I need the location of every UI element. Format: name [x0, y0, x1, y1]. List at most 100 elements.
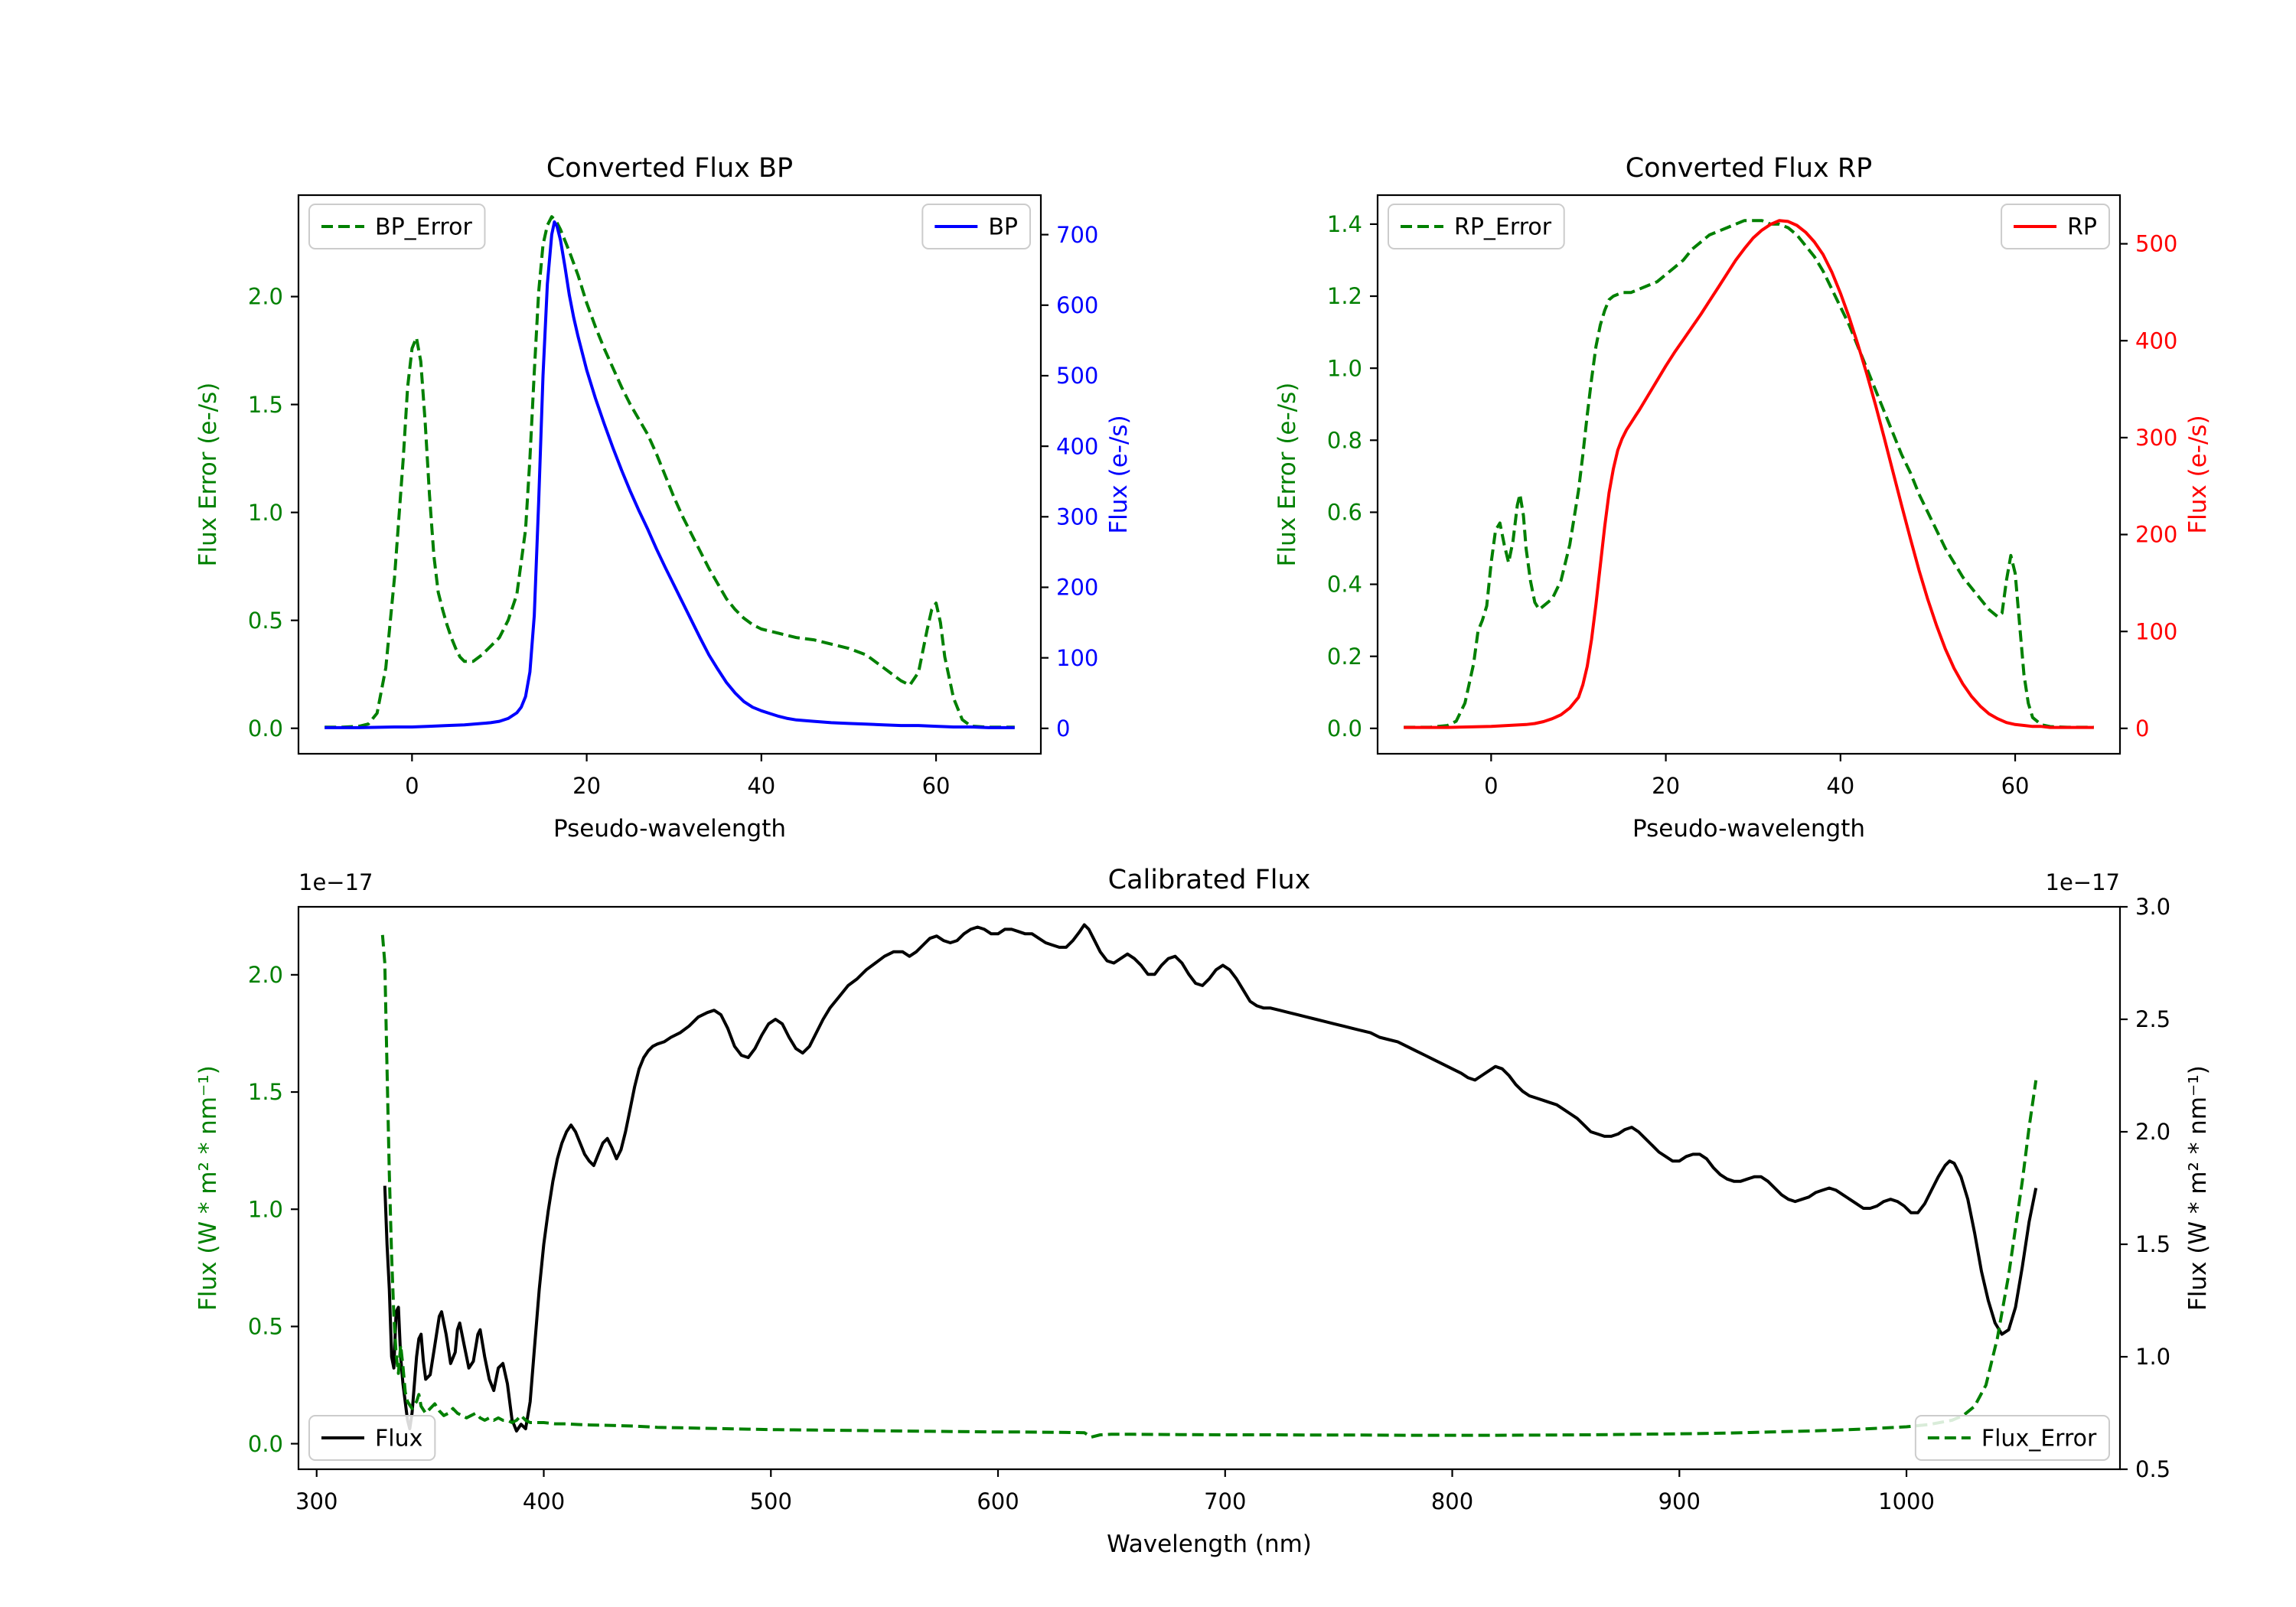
x-tick-label: 300	[295, 1488, 338, 1514]
y-tick-label-left: 1.5	[248, 1079, 283, 1105]
x-tick-label: 20	[572, 773, 601, 799]
legend-RP: RP	[2001, 204, 2110, 249]
y-tick-label-left: 0.0	[1327, 715, 1362, 742]
y-tick-label-left: 1.5	[248, 392, 283, 418]
chart-title: Calibrated Flux	[1108, 865, 1311, 895]
x-tick-label: 0	[405, 773, 419, 799]
y-tick-label-right: 2.0	[2135, 1119, 2170, 1145]
y-axis-label-left: Flux Error (e-/s)	[194, 383, 222, 567]
x-tick-label: 500	[750, 1488, 792, 1514]
legend-RP_Error: RP_Error	[1388, 204, 1565, 249]
axes-frame	[297, 194, 1042, 755]
legend-label: Flux_Error	[1981, 1426, 2097, 1452]
y-axis-label-left: Flux (W * m² * nm⁻¹)	[194, 1065, 222, 1311]
y-tick-label-left: 0.5	[248, 608, 283, 634]
series-line-RP_Error	[1404, 219, 2094, 729]
x-axis-label: Pseudo-wavelength	[1632, 815, 1865, 843]
plot-area	[1404, 219, 2094, 729]
chart-cal: 300 400 500 600 700 800 900 1000 0.0 0.5 1.0 1.5 2.0…	[194, 865, 2212, 1558]
y-tick-label-right: 0.5	[2135, 1456, 2170, 1482]
x-tick-label: 400	[523, 1488, 565, 1514]
chart-rp: 0 20 40 60 0.0 0.2 0.4 0.6 0.8 1.0 1.2 1.4 0 100 200 30…	[1274, 153, 2212, 843]
x-tick-label: 40	[1826, 773, 1854, 799]
y-tick-label-right: 100	[2135, 618, 2177, 644]
chart-title: Converted Flux BP	[546, 153, 793, 184]
y-tick-label-left: 0.5	[248, 1314, 283, 1340]
series-line-BP_Error	[325, 215, 1015, 729]
y-tick-label-left: 0.8	[1327, 427, 1362, 453]
y-tick-label-left: 2.0	[248, 962, 283, 988]
y-axis-label-right: Flux (e-/s)	[2184, 415, 2212, 533]
legend-box	[1914, 1415, 2110, 1461]
y-tick-label-right: 1.5	[2135, 1231, 2170, 1257]
x-tick-label: 600	[977, 1488, 1019, 1514]
series-line-BP	[325, 220, 1015, 729]
y-tick-label-right: 1.0	[2135, 1344, 2170, 1370]
x-tick-label: 40	[747, 773, 775, 799]
y-axis-label-right: Flux (W * m² * nm⁻¹)	[2184, 1065, 2212, 1311]
legend-label: Flux	[375, 1426, 422, 1452]
y-tick-label-right: 600	[1056, 292, 1098, 318]
plot-area	[325, 215, 1015, 729]
legend-box	[1388, 204, 1565, 249]
x-tick-label: 20	[1652, 773, 1680, 799]
y-tick-label-right: 3.0	[2135, 894, 2170, 920]
x-tick-label: 60	[2001, 773, 2030, 799]
plot-area	[380, 923, 2038, 1439]
y-tick-label-left: 1.0	[248, 500, 283, 526]
x-axis-label: Wavelength (nm)	[1107, 1530, 1312, 1558]
y-tick-label-right: 400	[1056, 433, 1098, 459]
series-line-Flux_Error	[380, 934, 2038, 1439]
offset-text-left: 1e−17	[298, 869, 373, 895]
legend-BP_Error: BP_Error	[308, 204, 486, 249]
y-tick-label-left: 0.2	[1327, 644, 1362, 670]
legend-Flux: Flux	[308, 1415, 436, 1461]
legend-label: RP_Error	[1454, 214, 1552, 241]
x-tick-label: 800	[1431, 1488, 1473, 1514]
y-tick-label-right: 700	[1056, 222, 1098, 248]
y-tick-label-right: 400	[2135, 328, 2177, 354]
y-tick-label-left: 2.0	[248, 284, 283, 310]
legend-box	[308, 1415, 436, 1461]
y-tick-label-left: 1.2	[1327, 283, 1362, 309]
axes-frame	[1376, 194, 2122, 755]
chart-bp: 0 20 40 60 0.0 0.5 1.0 1.5 2.0 0 100 200 300 400 500 60…	[194, 153, 1133, 843]
legend-box	[308, 204, 486, 249]
axes-frame	[297, 905, 2122, 1471]
series-line-Flux	[383, 923, 2038, 1433]
y-tick-label-right: 100	[1056, 645, 1098, 671]
legend-Flux_Error: Flux_Error	[1914, 1415, 2110, 1461]
y-tick-label-right: 300	[2135, 425, 2177, 451]
y-tick-label-left: 0.0	[248, 1431, 283, 1457]
x-tick-label: 60	[922, 773, 951, 799]
y-tick-label-right: 0	[2135, 715, 2149, 742]
y-tick-label-right: 2.5	[2135, 1006, 2170, 1032]
y-tick-label-left: 0.6	[1327, 500, 1362, 526]
y-tick-label-right: 500	[2135, 231, 2177, 257]
x-tick-label: 700	[1204, 1488, 1246, 1514]
legend-label: RP	[2067, 214, 2097, 241]
y-tick-label-left: 0.0	[248, 715, 283, 742]
y-tick-label-left: 1.4	[1327, 211, 1362, 237]
x-tick-label: 900	[1658, 1488, 1701, 1514]
y-tick-label-right: 200	[1056, 575, 1098, 601]
y-tick-label-left: 1.0	[1327, 355, 1362, 381]
y-axis-label-right: Flux (e-/s)	[1105, 415, 1133, 533]
legend-label: BP	[988, 214, 1018, 241]
offset-text-right: 1e−17	[2046, 869, 2121, 895]
y-tick-label-left: 1.0	[248, 1196, 283, 1222]
y-tick-label-right: 200	[2135, 522, 2177, 548]
y-tick-label-right: 500	[1056, 363, 1098, 389]
x-tick-label: 0	[1484, 773, 1498, 799]
y-tick-label-right: 0	[1056, 715, 1070, 742]
series-line-RP	[1404, 219, 2094, 729]
y-tick-label-left: 0.4	[1327, 572, 1362, 598]
y-tick-label-right: 300	[1056, 504, 1098, 530]
x-tick-label: 1000	[1878, 1488, 1935, 1514]
x-axis-label: Pseudo-wavelength	[553, 815, 786, 843]
chart-title: Converted Flux RP	[1626, 153, 1873, 184]
y-axis-label-left: Flux Error (e-/s)	[1274, 383, 1301, 567]
legend-BP: BP	[921, 204, 1031, 249]
